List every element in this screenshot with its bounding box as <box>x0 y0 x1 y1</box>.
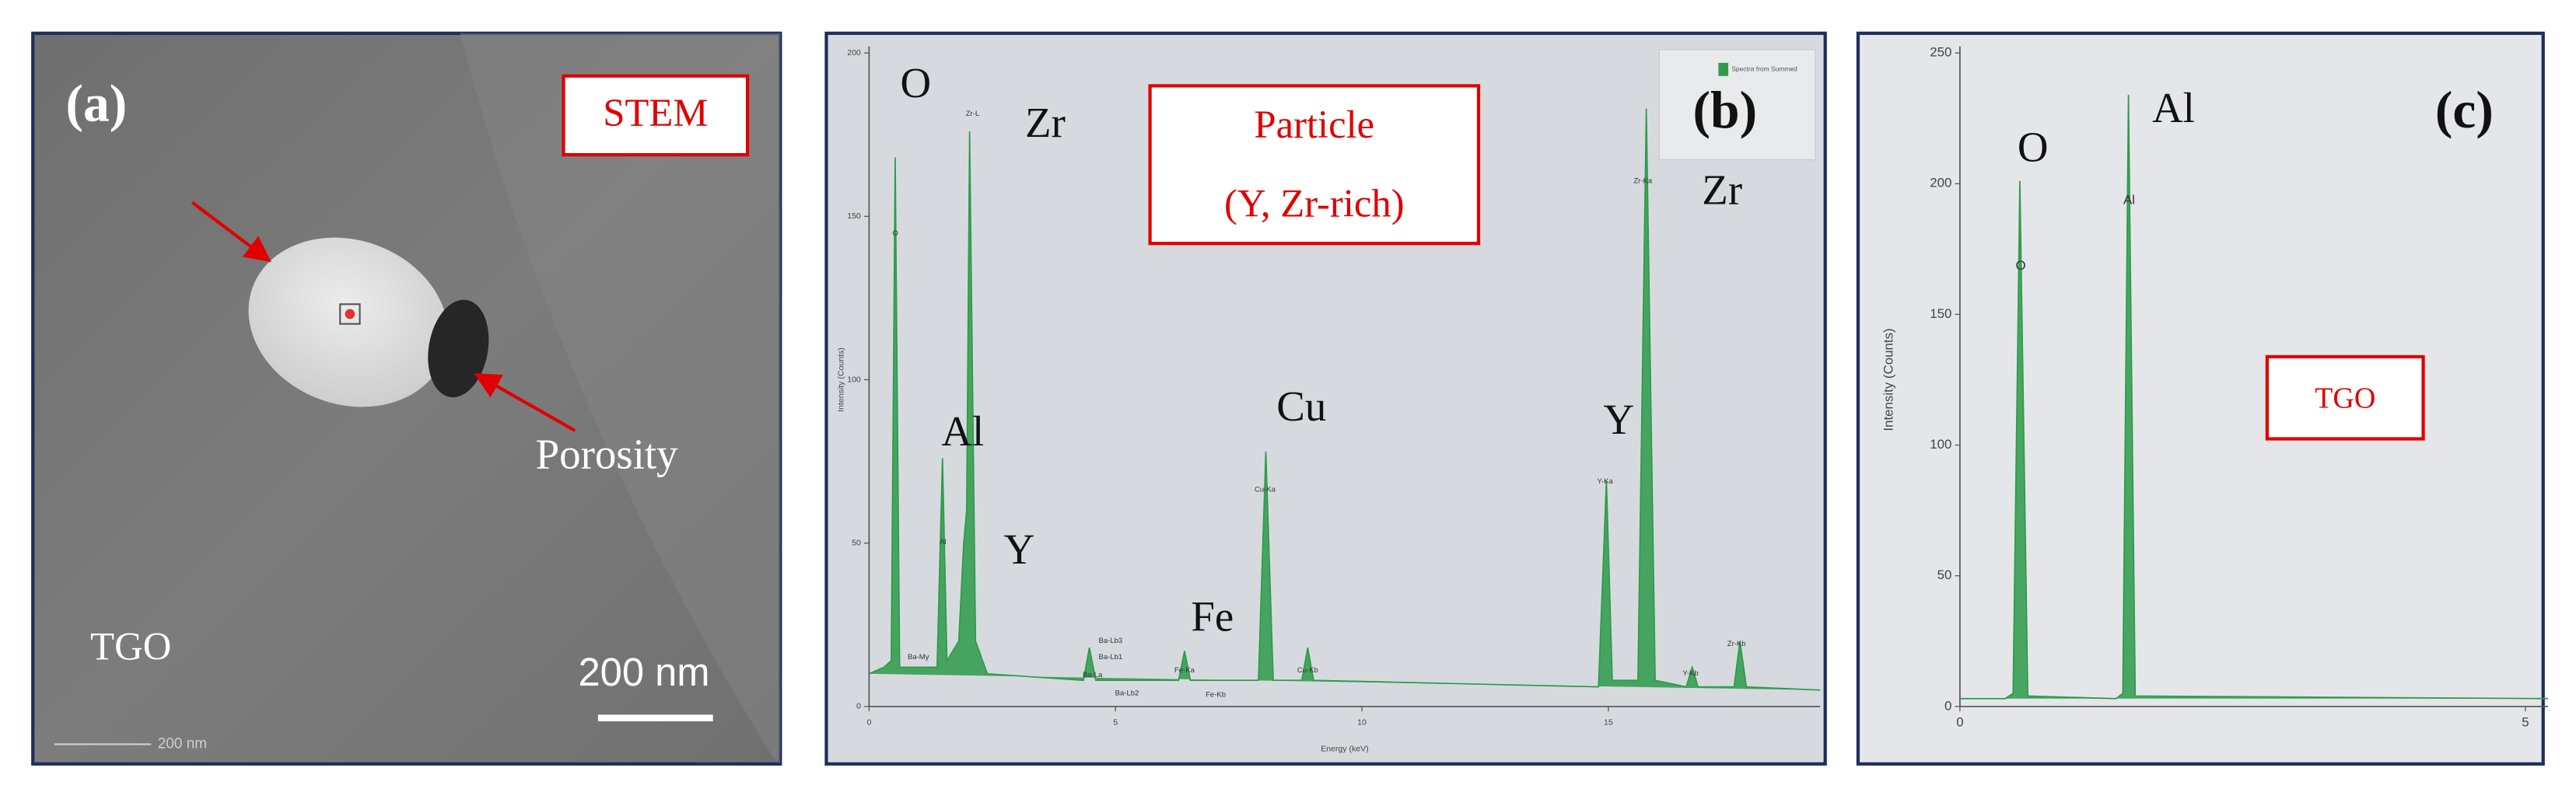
y-axis-label: Intensity (Counts) <box>836 347 845 412</box>
peak-label: Fe-Kb <box>1206 691 1226 700</box>
arrow <box>474 373 576 432</box>
y-axis-label: Intensity (Counts) <box>1881 328 1896 431</box>
spectrum <box>869 108 1821 691</box>
annotation: TGO <box>90 625 171 669</box>
scale-bar-label: 200 nm <box>578 650 709 694</box>
element-label: Fe <box>1191 593 1234 641</box>
label-box <box>562 74 750 157</box>
scale-bar-small-label: 200 nm <box>158 735 207 752</box>
panel-label: (a) <box>65 74 127 132</box>
peak-label: Zr-L <box>966 110 979 118</box>
box-label: STEM <box>603 91 708 134</box>
peak-label: Al <box>2123 193 2135 208</box>
peak-label: O <box>2015 258 2025 273</box>
x-tick-label: 5 <box>2522 714 2529 729</box>
panel-label: (b) <box>1693 81 1758 139</box>
peak-label: Cu-Kb <box>1297 666 1318 675</box>
probe-point <box>345 309 355 319</box>
x-tick-label: 0 <box>1956 714 1963 729</box>
peak-label: Al <box>940 538 946 546</box>
box-label: TGO <box>2315 382 2375 415</box>
peak-label: Ba-My <box>908 653 929 662</box>
element-label: O <box>2018 123 2049 170</box>
element-label: Y <box>1604 396 1635 443</box>
element-label: O <box>901 59 932 106</box>
pore <box>428 299 489 398</box>
probe-marker <box>339 303 361 325</box>
x-tick-label: 5 <box>1113 718 1118 728</box>
peak-label: Fe-Ka <box>1174 666 1195 675</box>
arrow <box>191 201 271 263</box>
box-label: Particle <box>1254 103 1374 146</box>
label-box <box>1148 84 1481 246</box>
peak-label: Y-Ka <box>1598 477 1614 486</box>
peak-label: Cu-Ka <box>1255 486 1276 494</box>
y-tick-label: 250 <box>1930 45 1951 60</box>
particle <box>248 237 449 407</box>
y-tick-label: 150 <box>847 211 861 221</box>
legend-swatch <box>1718 62 1729 76</box>
legend-label: Spectra from Summed <box>1731 65 1797 73</box>
y-tick-label: 150 <box>1930 306 1951 321</box>
panel-label: (c) <box>2435 81 2494 139</box>
element-label: Cu <box>1276 382 1326 430</box>
spectrum <box>1959 94 2549 700</box>
peak-label: Y-Kb <box>1682 669 1698 678</box>
annotation: Porosity <box>536 430 679 477</box>
x-tick-label: 15 <box>1604 718 1613 728</box>
image-panel: (a) STEM Porosity TGO 200 nm 200 nm <box>31 31 782 766</box>
label-box <box>2265 354 2425 441</box>
peak-label: Zr-Kb <box>1727 640 1746 648</box>
x-tick-label: 0 <box>866 718 871 728</box>
panel-frame <box>1856 31 2545 766</box>
tgo-band <box>460 33 781 764</box>
y-tick-label: 200 <box>847 48 861 58</box>
element-label: Zr <box>1702 166 1742 213</box>
peak-label: Zr-Ka <box>1633 176 1652 185</box>
peak-label: Ba-Lb1 <box>1099 653 1123 662</box>
y-tick-label: 100 <box>847 375 861 384</box>
peak-label: Ba-La <box>1083 671 1103 679</box>
element-label: Al <box>2152 84 2195 131</box>
x-tick-label: 10 <box>1357 718 1367 728</box>
y-tick-label: 50 <box>1937 567 1952 582</box>
box-label: (Y, Zr-rich) <box>1224 181 1405 225</box>
y-tick-label: 0 <box>856 702 861 711</box>
y-tick-label: 0 <box>1944 698 1951 713</box>
element-label: Al <box>941 407 984 455</box>
element-label: Y <box>1004 525 1035 573</box>
y-tick-label: 100 <box>1930 437 1951 452</box>
y-tick-label: 50 <box>852 538 861 547</box>
y-tick-label: 200 <box>1930 176 1951 190</box>
legend-box <box>1658 49 1816 161</box>
x-axis-label: Energy (keV) <box>1321 745 1369 754</box>
element-label: Zr <box>1025 99 1066 146</box>
peak-label: Ba-Lb3 <box>1099 637 1123 645</box>
peak-label: O <box>892 229 898 238</box>
peak-label: Ba-Lb2 <box>1115 689 1139 697</box>
